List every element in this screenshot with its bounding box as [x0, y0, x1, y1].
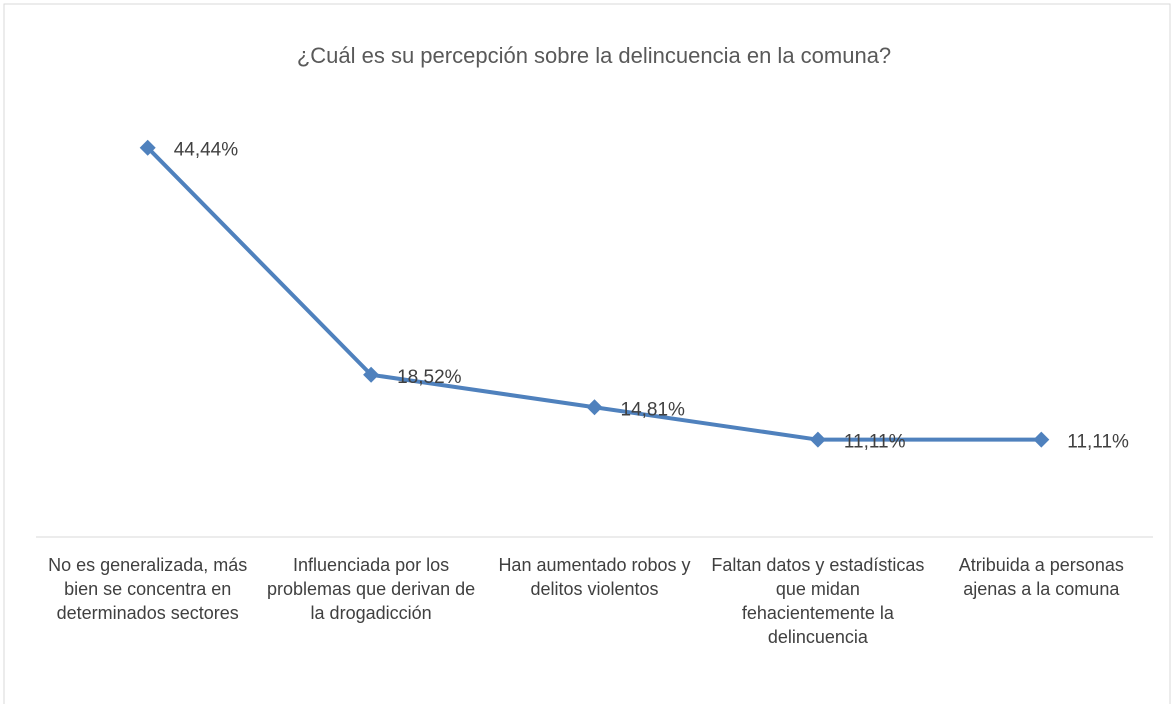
data-point [586, 399, 603, 416]
data-line [146, 146, 1042, 442]
data-label: 14,81% [621, 399, 686, 420]
x-tick-label: Atribuida a personas ajenas a la comuna [958, 555, 1124, 599]
x-tick-label: No es generalizada, más bien se concentr… [48, 555, 248, 623]
data-label: 11,11% [844, 432, 906, 453]
chart-title: ¿Cuál es su percepción sobre la delincue… [297, 43, 891, 68]
x-tick-label: Han aumentado robos y delitos violentos [498, 555, 691, 599]
x-tick-label: Influenciada por los problemas que deriv… [267, 555, 476, 623]
data-point [809, 431, 826, 448]
data-point [363, 366, 380, 383]
data-label: 11,11% [1067, 432, 1129, 453]
chart-frame [3, 3, 1171, 704]
data-point [1033, 431, 1050, 448]
data-label: 18,52% [397, 367, 462, 388]
x-tick-label: Faltan datos y estadísticas que midan fe… [711, 555, 925, 647]
data-label: 44,44% [174, 140, 239, 161]
data-point [139, 139, 156, 156]
